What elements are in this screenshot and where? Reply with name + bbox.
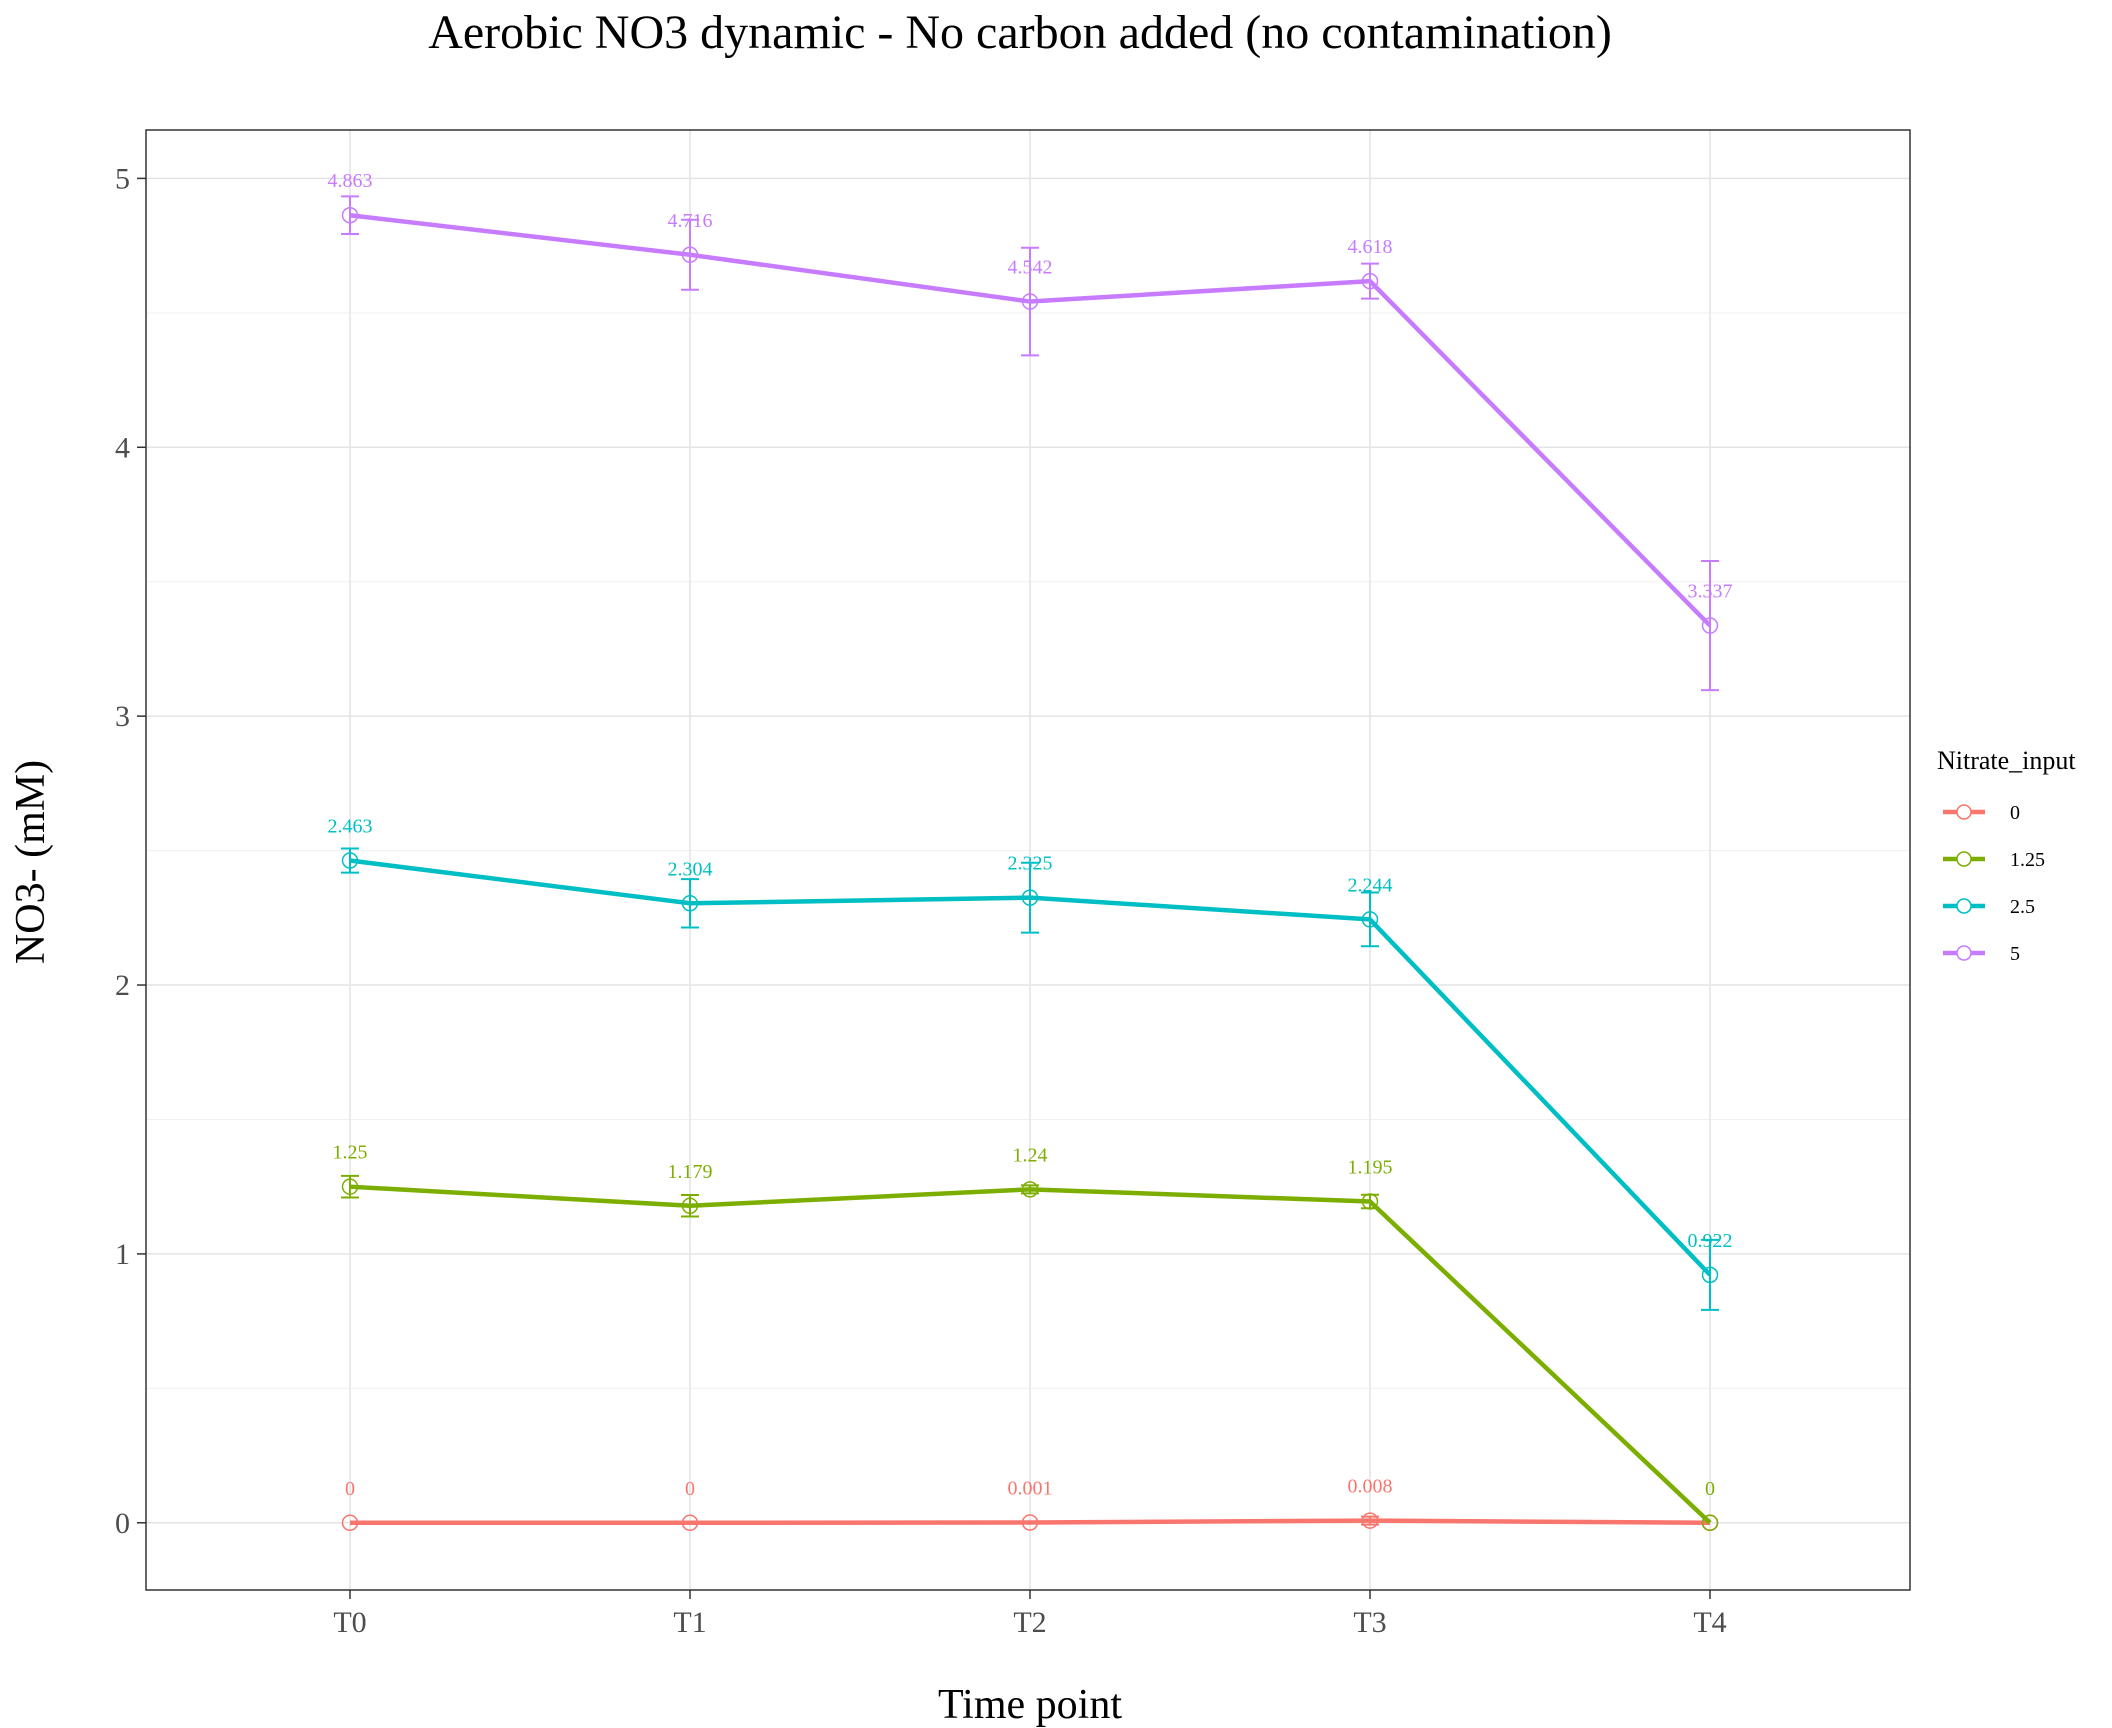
y-tick-label: 4 (115, 431, 130, 464)
data-label: 4.542 (1008, 257, 1053, 279)
data-point (1701, 617, 1719, 634)
data-point (1361, 272, 1379, 290)
data-point (681, 895, 699, 912)
axis-ticks: 0 1 2 3 4 5 T0 T1 T2 T3 T4 (115, 162, 1727, 1639)
data-point (1701, 1266, 1719, 1284)
data-label: 1.179 (668, 1161, 713, 1183)
data-label: 0 (345, 1478, 355, 1500)
panel-border (145, 129, 1911, 1591)
data-label: 1.25 (333, 1142, 368, 1164)
data-label: 2.325 (1008, 853, 1053, 875)
data-point (681, 1197, 699, 1215)
data-point (681, 1514, 699, 1532)
data-label: 0 (1705, 1478, 1715, 1500)
data-label: 4.618 (1348, 236, 1393, 258)
data-point (341, 1178, 359, 1195)
data-point (1021, 293, 1039, 310)
data-label: 0.001 (1008, 1478, 1053, 1500)
data-label: 0.008 (1348, 1476, 1393, 1498)
legend: Nitrate_input 0 1.25 2.5 5 (1937, 746, 2076, 965)
data-point (681, 246, 699, 264)
x-axis-title: Time point (938, 1682, 1122, 1728)
legend-item-1.25: 1.25 (1943, 849, 2045, 871)
data-label: 4.716 (668, 210, 713, 232)
x-tick-label: T2 (1013, 1606, 1046, 1639)
x-tick-label: T4 (1693, 1606, 1726, 1639)
data-point (1361, 911, 1379, 928)
data-point (341, 1514, 359, 1532)
legend-key-point (1956, 945, 1972, 961)
data-label: 0 (685, 1478, 695, 1500)
legend-key-point (1956, 804, 1972, 820)
legend-items: 0 1.25 2.5 5 (1943, 802, 2045, 965)
data-point (1361, 1193, 1379, 1210)
data-label: 2.244 (1348, 874, 1393, 896)
data-label: 1.195 (1348, 1156, 1393, 1178)
data-label: 1.24 (1013, 1144, 1048, 1166)
data-point (341, 206, 359, 224)
y-tick-label: 3 (115, 700, 130, 733)
legend-item-2.5: 2.5 (1943, 896, 2035, 918)
y-tick-label: 1 (115, 1238, 130, 1271)
data-point (1021, 1181, 1039, 1198)
x-tick-label: T3 (1353, 1606, 1386, 1639)
y-tick-label: 2 (115, 969, 130, 1002)
legend-item-5: 5 (1943, 943, 2020, 965)
legend-title: Nitrate_input (1937, 746, 2076, 775)
series-1.25: 1.25 1.179 1.24 1.195 0 (333, 1142, 1719, 1532)
series-layer: 0 0 0.001 0.008 1.25 1.179 1.24 1.195 0 2.463 2.30… (328, 170, 1733, 1532)
data-label: 4.863 (328, 170, 373, 192)
legend-item-0: 0 (1943, 802, 2020, 824)
data-point (1701, 1514, 1719, 1532)
data-label: 0.922 (1688, 1230, 1733, 1252)
legend-key-point (1956, 898, 1972, 914)
legend-label: 2.5 (2010, 896, 2035, 918)
series-2.5: 2.463 2.304 2.325 2.244 0.922 (328, 816, 1733, 1311)
legend-key-point (1956, 851, 1972, 867)
series-line (350, 1518, 1711, 1526)
chart-title: Aerobic NO3 dynamic - No carbon added (n… (428, 6, 1612, 59)
data-point (1361, 1512, 1379, 1529)
y-tick-label: 0 (115, 1507, 130, 1540)
series-0: 0 0 0.001 0.008 (341, 1476, 1719, 1532)
series-5: 4.863 4.716 4.542 4.618 3.337 (328, 170, 1733, 692)
x-tick-label: T1 (673, 1606, 706, 1639)
legend-label: 5 (2010, 943, 2020, 965)
x-tick-label: T0 (333, 1606, 366, 1639)
y-tick-label: 5 (115, 162, 130, 195)
data-point (341, 852, 359, 869)
legend-label: 1.25 (2010, 849, 2045, 871)
legend-label: 0 (2010, 802, 2020, 824)
y-axis-title: NO3- (mM) (8, 760, 54, 964)
data-label: 2.463 (328, 816, 373, 838)
data-label: 2.304 (668, 858, 713, 880)
data-point (1021, 1514, 1039, 1531)
data-point (1021, 889, 1039, 906)
data-label: 3.337 (1688, 581, 1733, 603)
